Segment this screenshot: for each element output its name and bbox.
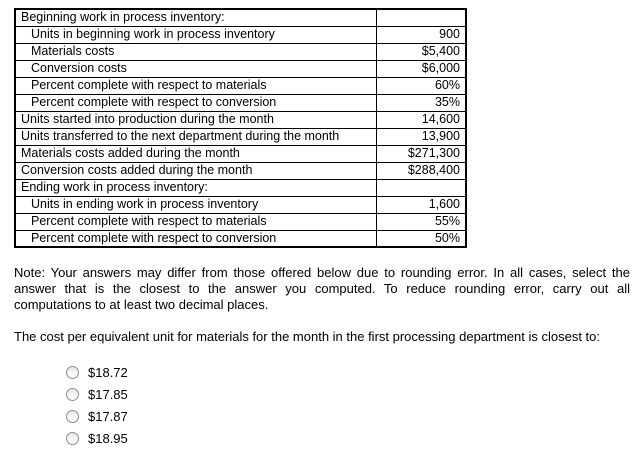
row-label: Units in beginning work in process inven… — [14, 25, 377, 44]
row-label: Percent complete with respect to convers… — [14, 93, 377, 112]
answer-options-group: $18.72 $17.85 $17.87 $18.95 — [66, 361, 630, 449]
table-row: Percent complete with respect to materia… — [14, 76, 467, 95]
radio-button-icon[interactable] — [66, 387, 79, 401]
table-row: Percent complete with respect to materia… — [14, 212, 467, 231]
table-row: Beginning work in process inventory: — [14, 8, 467, 27]
rounding-note-text: Note: Your answers may differ from those… — [14, 265, 630, 312]
table-row: Percent complete with respect to convers… — [14, 229, 467, 248]
option-label: $18.95 — [88, 430, 128, 446]
answer-option[interactable]: $18.72 — [66, 361, 630, 383]
row-value — [375, 178, 467, 197]
row-value: 900 — [375, 25, 467, 44]
question-text: The cost per equivalent unit for materia… — [14, 329, 601, 344]
row-value: $288,400 — [375, 161, 467, 180]
row-label: Units started into production during the… — [14, 110, 377, 129]
table-row: Units in beginning work in process inven… — [14, 25, 467, 44]
row-value: 35% — [375, 93, 467, 112]
row-value: $271,300 — [375, 144, 467, 163]
row-value: 14,600 — [375, 110, 467, 129]
row-label: Units transferred to the next department… — [14, 127, 377, 146]
option-label: $17.85 — [88, 386, 128, 402]
row-value: $5,400 — [375, 42, 467, 61]
option-label: $18.72 — [88, 364, 128, 380]
table-row: Ending work in process inventory: — [14, 178, 467, 197]
row-label: Conversion costs — [14, 59, 377, 78]
row-label: Percent complete with respect to materia… — [14, 76, 377, 95]
table-row: Conversion costs $6,000 — [14, 59, 467, 78]
row-value: 13,900 — [375, 127, 467, 146]
row-label: Beginning work in process inventory: — [14, 8, 377, 27]
row-value: 50% — [375, 229, 467, 248]
table-row: Units started into production during the… — [14, 110, 467, 129]
row-value: 60% — [375, 76, 467, 95]
row-value — [375, 8, 467, 27]
row-label: Ending work in process inventory: — [14, 178, 377, 197]
row-value: 1,600 — [375, 195, 467, 214]
row-label: Materials costs — [14, 42, 377, 61]
option-label: $17.87 — [88, 408, 128, 424]
row-label: Percent complete with respect to materia… — [14, 212, 377, 231]
table-row: Units in ending work in process inventor… — [14, 195, 467, 214]
radio-button-icon[interactable] — [66, 431, 79, 445]
table-row: Units transferred to the next department… — [14, 127, 467, 146]
row-label: Percent complete with respect to convers… — [14, 229, 377, 248]
radio-button-icon[interactable] — [66, 409, 79, 423]
row-value: $6,000 — [375, 59, 467, 78]
radio-button-icon[interactable] — [66, 365, 79, 379]
table-row: Percent complete with respect to convers… — [14, 93, 467, 112]
row-label: Units in ending work in process inventor… — [14, 195, 377, 214]
table-row: Materials costs added during the month $2… — [14, 144, 467, 163]
table-row: Conversion costs added during the month $… — [14, 161, 467, 180]
answer-option[interactable]: $17.85 — [66, 383, 630, 405]
row-label: Conversion costs added during the month — [14, 161, 377, 180]
answer-option[interactable]: $18.95 — [66, 427, 630, 449]
wip-inventory-table: Beginning work in process inventory: Unit… — [14, 8, 467, 248]
row-label: Materials costs added during the month — [14, 144, 377, 163]
row-value: 55% — [375, 212, 467, 231]
table-row: Materials costs $5,400 — [14, 42, 467, 61]
answer-option[interactable]: $17.87 — [66, 405, 630, 427]
